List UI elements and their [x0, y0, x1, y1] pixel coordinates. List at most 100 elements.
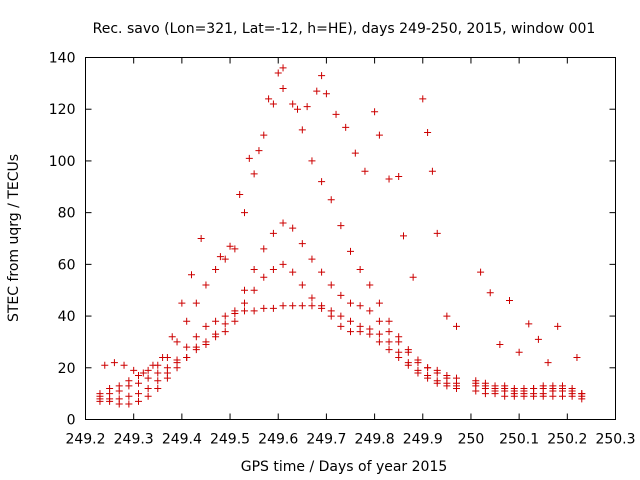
- data-point: [260, 304, 268, 312]
- data-point: [106, 384, 114, 392]
- data-point: [221, 255, 229, 263]
- x-tick-label: 250.1: [499, 432, 539, 448]
- y-tick-label: 60: [58, 257, 76, 273]
- data-point: [197, 235, 205, 242]
- data-point: [453, 322, 460, 330]
- data-point: [245, 154, 253, 162]
- data-point: [231, 307, 239, 315]
- data-point: [269, 100, 277, 108]
- data-point: [568, 387, 576, 395]
- data-point: [260, 273, 268, 281]
- data-point: [313, 87, 321, 95]
- data-point: [318, 72, 326, 80]
- data-point: [221, 320, 229, 328]
- data-point: [241, 286, 248, 294]
- data-point: [486, 289, 494, 297]
- data-point: [250, 266, 258, 274]
- data-point: [496, 341, 504, 349]
- data-point: [337, 322, 345, 330]
- data-point: [289, 100, 297, 108]
- data-point: [115, 400, 123, 408]
- data-point: [375, 317, 383, 325]
- data-point: [202, 341, 210, 349]
- y-tick-label: 80: [58, 206, 76, 222]
- data-point: [298, 240, 306, 248]
- data-point: [298, 126, 306, 134]
- data-point: [351, 149, 359, 157]
- y-tick-label: 140: [49, 51, 76, 67]
- data-point: [115, 382, 123, 390]
- data-point: [424, 128, 432, 136]
- y-axis-label: STEC from uqrg / TECUs: [6, 154, 22, 322]
- data-point: [212, 317, 220, 325]
- data-point: [139, 369, 147, 377]
- data-point: [135, 379, 142, 387]
- data-point: [260, 131, 268, 139]
- data-point: [221, 328, 229, 336]
- data-point: [178, 299, 186, 307]
- data-point: [279, 260, 287, 268]
- data-point: [250, 307, 258, 315]
- data-point: [250, 286, 258, 294]
- data-point: [163, 364, 171, 372]
- data-point: [125, 392, 133, 400]
- data-point: [216, 253, 224, 261]
- data-point: [375, 338, 383, 346]
- data-point: [226, 242, 234, 250]
- data-point: [356, 322, 364, 330]
- data-point: [241, 307, 248, 315]
- data-point: [202, 281, 210, 289]
- data-point: [544, 359, 552, 367]
- y-tick-label: 100: [49, 154, 76, 170]
- data-point: [298, 281, 306, 289]
- data-point: [318, 178, 326, 186]
- data-point: [135, 390, 142, 398]
- data-point: [578, 390, 586, 398]
- data-point: [125, 377, 133, 385]
- data-point: [298, 302, 306, 310]
- data-point: [491, 382, 499, 390]
- data-point: [366, 307, 374, 315]
- x-axis: 249.2 249.3 249.4 249.5 249.6 249.7 249.8 249.9…: [65, 57, 636, 448]
- data-point: [289, 268, 297, 276]
- plot-frame: [85, 57, 616, 420]
- data-point: [322, 90, 330, 98]
- data-point: [347, 247, 354, 255]
- data-point: [110, 359, 118, 367]
- data-point: [120, 361, 128, 369]
- data-point: [424, 364, 432, 372]
- data-point: [130, 366, 138, 374]
- data-point: [337, 291, 345, 299]
- x-tick-label: 249.3: [114, 432, 154, 448]
- data-point: [443, 372, 451, 380]
- data-point: [400, 232, 407, 240]
- data-point: [395, 172, 403, 180]
- x-tick-label: 249.4: [162, 432, 202, 448]
- data-point: [318, 268, 326, 276]
- data-point: [144, 366, 152, 374]
- data-point: [144, 392, 152, 400]
- data-point: [289, 224, 297, 232]
- data-point: [404, 346, 412, 354]
- data-point: [144, 374, 152, 382]
- data-point: [308, 302, 316, 310]
- x-tick-label: 249.8: [355, 432, 395, 448]
- data-point: [192, 299, 200, 307]
- data-point: [269, 304, 277, 312]
- y-axis: 0 20 40 60 80 100 120 140: [49, 51, 616, 429]
- data-point: [510, 384, 518, 392]
- data-point: [221, 312, 229, 320]
- data-point: [192, 333, 200, 341]
- data-point: [414, 366, 422, 374]
- data-point: [269, 266, 277, 274]
- data-point: [163, 374, 171, 382]
- data-point: [433, 229, 441, 237]
- data-point: [308, 157, 316, 165]
- data-point: [265, 95, 273, 103]
- data-point: [173, 338, 181, 346]
- data-point: [183, 343, 191, 351]
- data-point: [269, 229, 277, 237]
- data-point: [428, 167, 436, 175]
- data-point: [385, 346, 393, 354]
